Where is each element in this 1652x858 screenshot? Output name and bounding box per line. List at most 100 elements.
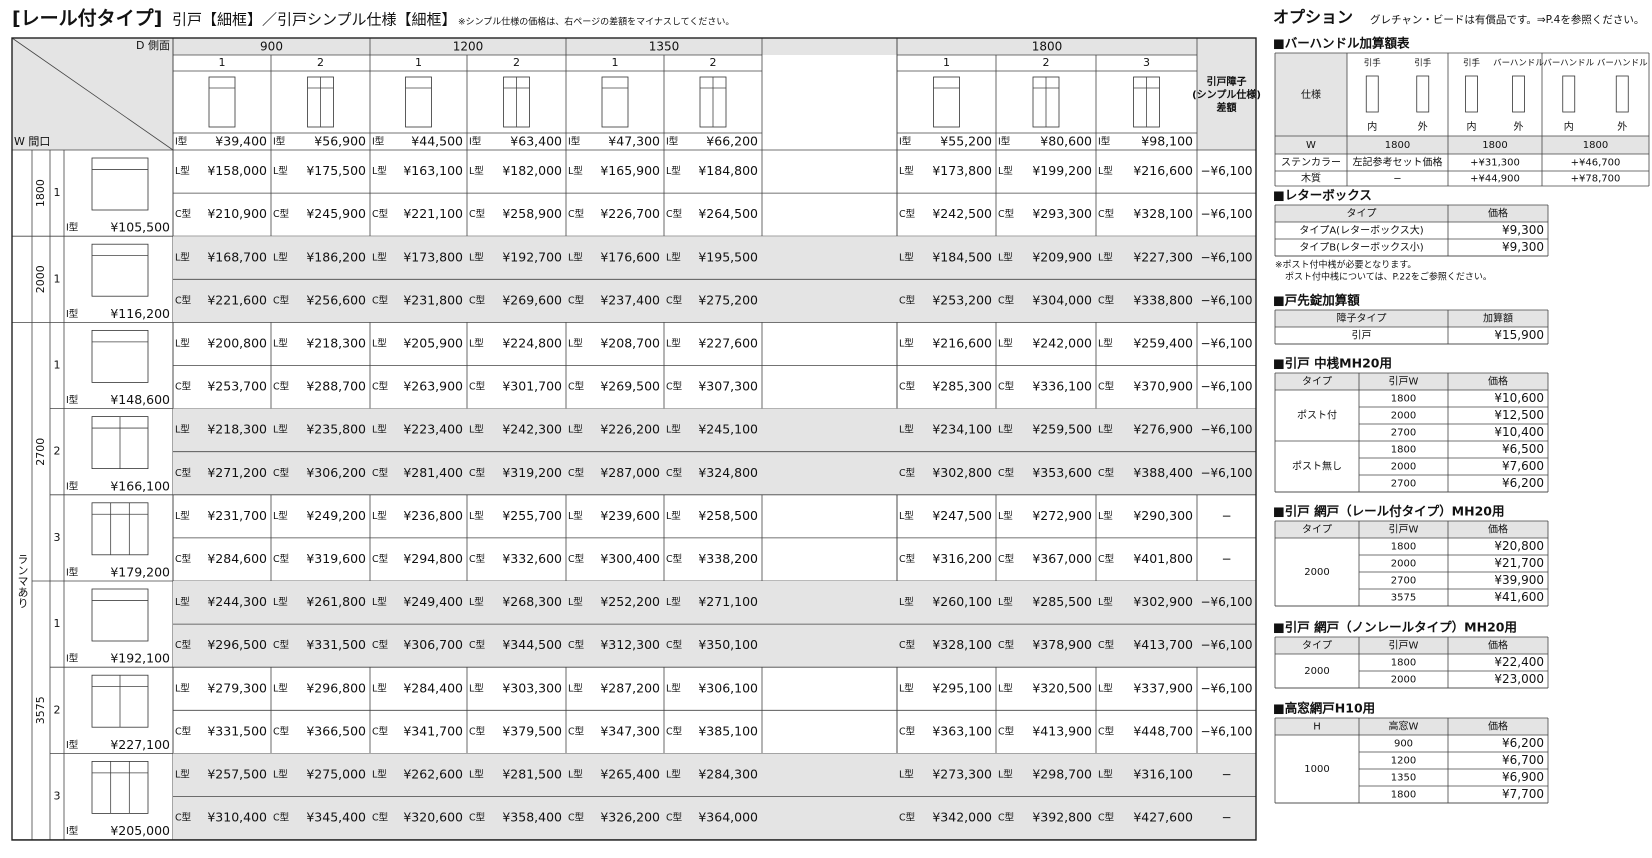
price: ¥262,600: [403, 766, 463, 781]
price: ¥168,700: [207, 249, 267, 264]
page-note: ※シンプル仕様の価格は、右ページの差額をマイナスしてください。: [458, 16, 734, 28]
type-label: L型: [1098, 166, 1113, 177]
table-price: ¥21,700: [1494, 556, 1544, 570]
i-price: ¥166,100: [110, 478, 170, 493]
section-title: ■引戸 中桟MH20用: [1273, 356, 1392, 371]
price: ¥293,300: [1032, 206, 1092, 221]
type-label: C型: [666, 726, 683, 737]
type-label: L型: [1098, 425, 1113, 436]
type-label: C型: [666, 554, 683, 565]
type-label: L型: [273, 252, 288, 263]
type-label: L型: [899, 511, 914, 522]
price: ¥257,500: [207, 766, 267, 781]
table-price: ¥7,700: [1502, 787, 1544, 801]
type-label: L型: [998, 511, 1013, 522]
diff-price: −¥6,100: [1200, 466, 1252, 480]
price: ¥341,700: [403, 723, 463, 738]
group-label: ポスト無し: [1292, 460, 1342, 473]
options-title: オプション: [1273, 8, 1353, 27]
type-label: C型: [998, 813, 1015, 824]
side-label: 外: [1514, 121, 1524, 133]
type-label: L型: [666, 425, 681, 436]
type-label: L型: [273, 425, 288, 436]
price: ¥306,700: [403, 637, 463, 652]
type-label: C型: [666, 382, 683, 393]
type-label: C型: [273, 209, 290, 220]
table-cell: タイプB(レターボックス小): [1299, 242, 1423, 254]
header-shade: [1275, 136, 1649, 154]
type-label: L型: [175, 683, 190, 694]
table-header: 加算額: [1483, 312, 1513, 325]
price: ¥216,600: [932, 335, 992, 350]
type-label: C型: [899, 640, 916, 651]
price: ¥165,900: [600, 163, 660, 178]
table-price: ¥20,800: [1494, 539, 1544, 553]
table-cell: 900: [1394, 739, 1413, 750]
type-label: L型: [568, 338, 583, 349]
type-label: L型: [666, 769, 681, 780]
table-cell: 引戸: [1352, 330, 1372, 342]
type-label: C型: [372, 640, 389, 651]
handle-label: 引手: [1364, 58, 1382, 69]
price: ¥350,100: [698, 637, 758, 652]
price: ¥255,700: [502, 508, 562, 523]
type-label: L型: [666, 683, 681, 694]
type-label: C型: [273, 295, 290, 306]
bar-handle-cell: 木質: [1301, 172, 1321, 185]
diff-price: −¥6,100: [1200, 293, 1252, 307]
i-price: ¥227,100: [110, 737, 170, 752]
diff-price: −: [1221, 767, 1231, 781]
price: ¥249,200: [306, 508, 366, 523]
price: ¥258,500: [698, 508, 758, 523]
section-title: ■レターボックス: [1273, 188, 1372, 203]
type-label: L型: [273, 597, 288, 608]
type-label: C型: [469, 813, 486, 824]
price: ¥316,200: [932, 551, 992, 566]
type-label: C型: [998, 640, 1015, 651]
price: ¥242,000: [1032, 335, 1092, 350]
diff-price: −¥6,100: [1200, 336, 1252, 350]
price: ¥184,800: [698, 163, 758, 178]
table-header: 価格: [1488, 207, 1508, 220]
item-number: 2: [54, 703, 61, 716]
type-label: C型: [175, 295, 192, 306]
price: ¥312,300: [600, 637, 660, 652]
price: ¥298,700: [1032, 766, 1092, 781]
type-label: L型: [175, 511, 190, 522]
price: ¥307,300: [698, 379, 758, 394]
height-label: 3575: [34, 696, 47, 724]
price: ¥259,500: [1032, 422, 1092, 437]
price: ¥379,500: [502, 723, 562, 738]
table-cell: 2000: [1391, 462, 1416, 473]
type-label: C型: [998, 468, 1015, 479]
table-note: ポスト付中桟については、P.22をご参照ください。: [1285, 271, 1492, 283]
price: ¥316,100: [1133, 766, 1193, 781]
type-label: I型: [66, 481, 79, 492]
type-label: C型: [998, 726, 1015, 737]
diff-price: −¥6,100: [1200, 380, 1252, 394]
price: ¥218,300: [207, 422, 267, 437]
i-price: ¥192,100: [110, 651, 170, 666]
type-label: C型: [175, 640, 192, 651]
column-number: 1: [612, 56, 619, 69]
type-label: I型: [66, 740, 79, 751]
section-title: ■引戸 網戸（レール付タイプ）MH20用: [1273, 504, 1504, 519]
door-icon: [601, 76, 629, 128]
price: ¥245,900: [306, 206, 366, 221]
bar-handle-cell: 左記参考セット価格: [1353, 156, 1443, 169]
item-number: 1: [54, 186, 61, 199]
type-label: I型: [469, 137, 482, 148]
price: ¥275,000: [306, 766, 366, 781]
diff-price: −¥6,100: [1200, 724, 1252, 738]
price: ¥226,700: [600, 206, 660, 221]
price: ¥290,300: [1133, 508, 1193, 523]
price: ¥378,900: [1032, 637, 1092, 652]
price: ¥285,500: [1032, 594, 1092, 609]
type-label: L型: [469, 511, 484, 522]
type-label: I型: [66, 223, 79, 234]
door-icon: [91, 243, 149, 297]
price: ¥235,800: [306, 422, 366, 437]
price: ¥295,100: [932, 680, 992, 695]
type-label: L型: [1098, 252, 1113, 263]
handle-icon: [1416, 75, 1430, 113]
